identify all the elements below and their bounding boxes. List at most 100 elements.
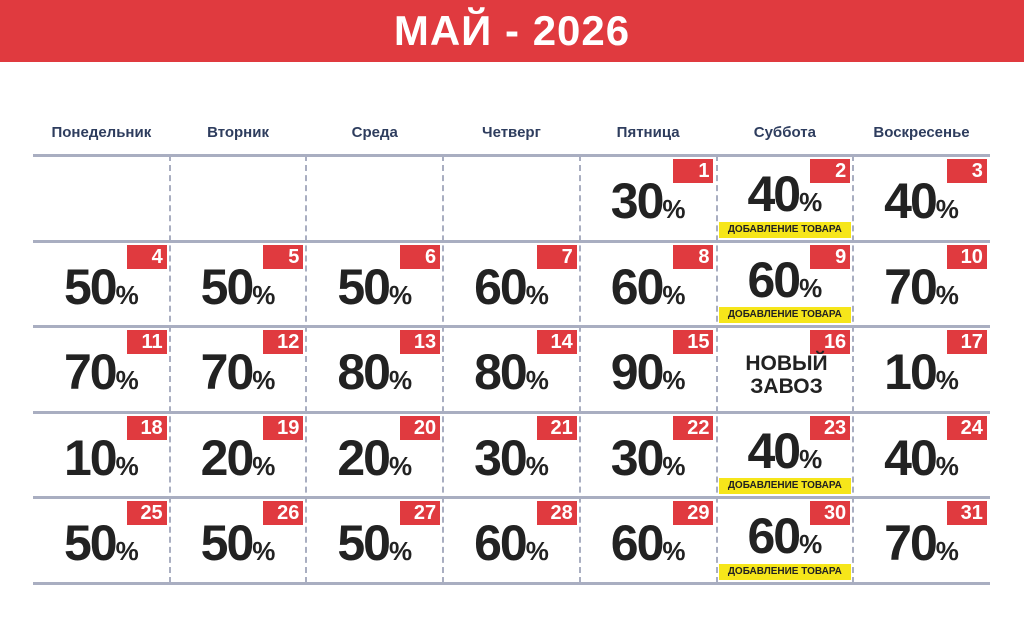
discount-unit: % [662,450,686,481]
row-line [33,496,990,500]
discount-value: 60 [610,258,665,315]
discount-value: 50 [200,515,255,572]
day-number: 22 [673,415,714,440]
discount-unit: % [799,529,823,560]
discount-unit: % [662,536,686,567]
discount: 10% [853,342,990,410]
day-number: 11 [126,330,167,355]
discount-unit: % [388,536,413,567]
column-line [715,155,718,583]
discount-unit: % [115,450,139,481]
discount: 60% [443,513,580,581]
discount-value: 50 [63,258,118,315]
title-bar [0,0,1024,62]
day-number: 18 [126,415,167,440]
day-number: 15 [673,330,714,355]
discount: 50% [170,257,307,325]
discount: 70% [853,257,990,325]
day-number: 24 [946,415,987,440]
day-number: 31 [946,501,987,526]
day-cell: 7 60% [443,241,580,327]
day-cell: 2 40% ДОБАВЛЕНИЕ ТОВАРА [717,155,854,241]
day-number: 10 [946,244,987,269]
discount-value: 10 [63,429,118,486]
day-cell: 10 70% [853,241,990,327]
day-cell: 1 30% [580,155,717,241]
column-line [852,155,855,583]
discount: 50% [306,513,443,581]
discount-value: 40 [747,422,801,479]
discount-unit: % [388,279,413,310]
row-line [33,325,990,329]
row-line [33,154,990,157]
weekday-label: Вторник [207,124,269,141]
discount-unit: % [935,450,959,481]
day-number: 14 [536,330,577,355]
day-number: 9 [810,244,851,269]
discount-value: 60 [474,515,528,572]
discount-value: 40 [747,166,801,222]
day-number: 16 [810,330,851,355]
day-number: 29 [673,501,714,526]
discount-value: 80 [474,344,528,401]
discount-unit: % [115,536,139,567]
day-cell: 6 50% [306,241,443,327]
day-number: 26 [263,501,304,526]
discount: 80% [443,342,580,410]
discount-value: 30 [474,429,528,486]
tag-label: ДОБАВЛЕНИЕ ТОВАРА [718,563,852,580]
discount-unit: % [525,279,549,310]
discount-unit: % [799,272,823,303]
discount-value: 30 [610,173,665,229]
weekday-label: Понедельник [51,124,152,141]
day-number: 23 [810,415,851,440]
discount-value: 70 [884,258,938,315]
discount: 60% [580,257,717,325]
discount: 60% [717,506,854,574]
discount-unit: % [525,365,549,396]
day-cell: 29 60% [580,497,717,583]
discount-unit: % [662,279,686,310]
day-cell: 19 20% [170,412,307,498]
day-cell: 30 60% ДОБАВЛЕНИЕ ТОВАРА [717,497,854,583]
day-cell: 26 50% [170,497,307,583]
discount-unit: % [115,365,139,396]
discount-unit: % [935,279,959,310]
column-line [168,155,171,583]
discount-value: 20 [337,429,391,486]
discount: 10% [33,428,170,496]
discount-value: 20 [200,429,255,486]
day-number: 4 [126,244,167,269]
discount: 70% [170,342,307,410]
day-number: 17 [946,330,987,355]
discount: 50% [170,513,307,581]
day-number: 7 [536,244,577,269]
row-line [33,582,990,585]
discount-unit: % [799,187,823,217]
discount: 20% [170,428,307,496]
day-number: 30 [810,501,851,526]
day-cell: 3 40% [853,155,990,241]
day-number: 12 [263,330,304,355]
day-cell: 11 70% [33,326,170,412]
discount-value: 10 [884,344,938,401]
day-cell: 17 10% [853,326,990,412]
discount-value: 60 [610,515,665,572]
discount: 40% [717,164,854,232]
discount-unit: % [115,279,139,310]
day-cell: 9 60% ДОБАВЛЕНИЕ ТОВАРА [717,241,854,327]
day-number: 1 [673,159,714,183]
discount-value: 60 [474,258,528,315]
title: МАЙ - 2026 [393,7,631,54]
day-cell: 28 60% [443,497,580,583]
discount-value: 50 [337,515,391,572]
day-cell: 16 НОВЫЙ ЗАВОЗ [717,326,854,412]
day-number: 25 [126,501,167,526]
row-line [33,239,990,243]
day-cell: 15 90% [580,326,717,412]
discount-value: 50 [63,515,118,572]
discount-value: 50 [200,258,255,315]
day-number: 19 [263,415,304,440]
discount: 90% [580,342,717,410]
day-number: 13 [400,330,441,355]
